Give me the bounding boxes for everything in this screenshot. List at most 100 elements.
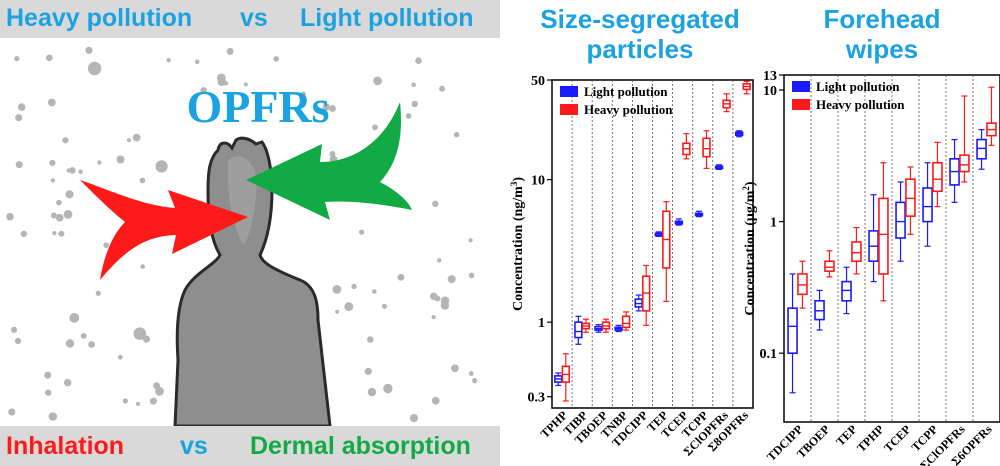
top-banner: Heavy pollution vs Light pollution [0, 0, 500, 38]
box-heavy [742, 80, 751, 95]
particle-dot [132, 133, 141, 142]
box-light [787, 273, 798, 394]
box-heavy [797, 260, 808, 309]
legend-label: Light pollution [816, 79, 900, 94]
y-tick-label: 1 [538, 316, 545, 331]
box-iqr [841, 280, 852, 302]
particle-dot [243, 82, 248, 87]
particle-dot [58, 230, 65, 237]
box-iqr [959, 154, 970, 173]
box-light [694, 210, 704, 218]
box-iqr [932, 161, 943, 193]
category-label: TPHP [854, 422, 887, 455]
particle-dot [430, 292, 438, 301]
particle-dot [149, 397, 157, 405]
particle-dot [52, 231, 57, 236]
box-iqr [787, 307, 798, 354]
box-iqr [976, 138, 987, 160]
particle-dot [372, 289, 377, 294]
particle-dot [468, 371, 474, 376]
chart2-title: Forehead wipes [823, 4, 941, 64]
y-tick-label: 10 [531, 174, 545, 189]
particle-dot [20, 230, 27, 237]
particle-dot [447, 275, 456, 284]
particle-dot [273, 56, 280, 62]
dermal-absorption-label: Dermal absorption [250, 432, 471, 460]
particle-dot [133, 327, 147, 341]
particle-dot [69, 167, 76, 174]
particle-dot [14, 56, 20, 62]
particle-dot [56, 199, 62, 206]
particle-dot [47, 98, 56, 107]
box-heavy [905, 166, 916, 235]
particle-dot [437, 258, 442, 263]
box-iqr [905, 178, 916, 217]
particle-dot [49, 159, 56, 166]
particle-dot [97, 160, 102, 165]
bottom-banner: Inhalation vs Dermal absorption [0, 426, 500, 466]
box-light [574, 315, 583, 345]
box-light [614, 324, 623, 333]
particle-dot [116, 155, 125, 164]
particle-dot [367, 387, 377, 397]
particle-dot [63, 378, 72, 387]
particle-dot [78, 169, 83, 175]
y-axis-label: Concentration (μg/m2) [741, 181, 758, 315]
particle-dot [55, 213, 64, 222]
box-light [868, 194, 879, 283]
particle-dot [87, 61, 102, 76]
legend-label: Heavy pollution [584, 102, 673, 117]
particle-dot [217, 77, 226, 87]
particle-dot [65, 339, 75, 348]
particle-dots [6, 46, 478, 423]
particle-dot [11, 326, 18, 333]
box-iqr [797, 273, 808, 296]
inhalation-arrow [80, 180, 248, 280]
particle-dot [344, 302, 354, 311]
particle-dot [372, 124, 378, 131]
particle-dot [88, 341, 95, 348]
particle-dot [122, 398, 128, 404]
particle-dot [329, 151, 336, 157]
particle-dot [453, 131, 460, 138]
y-axis-label: Concentration (ng/m3) [509, 177, 526, 311]
particle-dot [381, 303, 387, 309]
particle-dot [415, 57, 422, 64]
box-heavy [824, 250, 835, 278]
particle-dot [117, 354, 123, 360]
box-heavy [702, 130, 711, 169]
particle-dot [17, 103, 26, 111]
box-light [714, 164, 724, 170]
box-light [654, 231, 664, 237]
particle-dot [50, 178, 56, 183]
particle-dot [383, 383, 393, 394]
particle-dot [373, 76, 382, 86]
particle-dot [397, 273, 405, 281]
box-iqr [851, 241, 862, 263]
y-tick-label: 0.3 [528, 391, 546, 406]
box-heavy [621, 311, 631, 331]
particle-dot [155, 160, 168, 173]
y-tick-label: 1 [770, 216, 777, 231]
particle-dot [62, 137, 69, 144]
particle-dot [332, 285, 342, 294]
box-iqr [895, 201, 906, 239]
box-light [674, 218, 684, 226]
box-light [554, 372, 563, 387]
particle-dot [432, 200, 439, 207]
particle-dot [194, 59, 200, 65]
light-pollution-label: Light pollution [300, 4, 474, 32]
particle-dot [166, 58, 171, 63]
particle-dot [409, 414, 419, 423]
legend-swatch [792, 99, 810, 110]
particle-dot [451, 364, 459, 373]
particle-dot [140, 264, 145, 269]
box-heavy [641, 264, 651, 326]
legend-swatch [560, 86, 578, 97]
box-heavy [986, 86, 997, 146]
box-heavy [581, 318, 591, 333]
box-heavy [932, 141, 943, 208]
